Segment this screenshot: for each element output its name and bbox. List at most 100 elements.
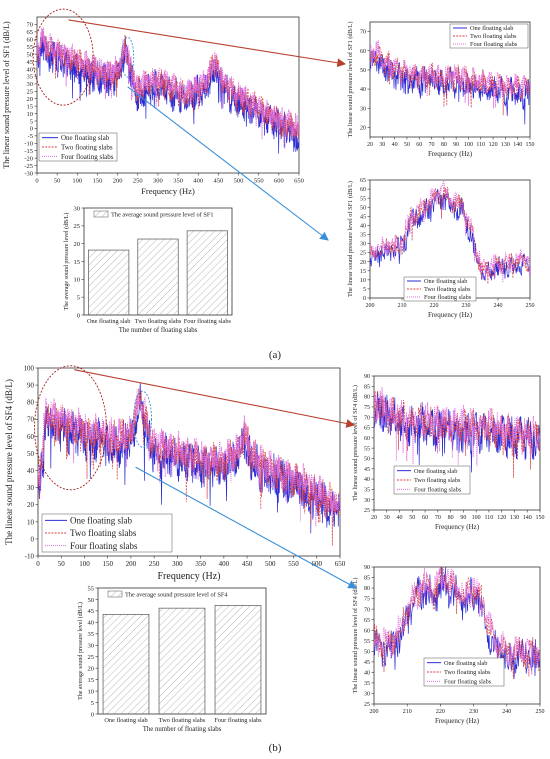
b-main-ytick-label: 30 bbox=[27, 484, 35, 492]
panel-label-a: (a) bbox=[269, 349, 282, 361]
a-bar-legend-swatch bbox=[93, 210, 109, 218]
a-zoom-low-legend-label: One floating slab bbox=[470, 25, 513, 32]
b-main-xtick-label: 0 bbox=[36, 560, 40, 568]
b-zoom-low-xtick-label: 50 bbox=[409, 515, 415, 521]
b-bar-ytick-label: 50 bbox=[88, 597, 95, 604]
a-zoom-low-xtick-label: 150 bbox=[526, 142, 535, 148]
b-zoom-low-ytick-label: 70 bbox=[364, 415, 370, 421]
a-main-ytick-label: 15 bbox=[27, 103, 34, 110]
b-main-ytick-label: -10 bbox=[25, 552, 35, 560]
a-zoom-high-ytick-label: 10 bbox=[360, 278, 366, 284]
a-zoom-low-xtick-label: 20 bbox=[367, 142, 373, 148]
a-main-ytick-label: 35 bbox=[27, 74, 34, 81]
b-zoom-low-xlabel: Frequency (Hz) bbox=[435, 523, 480, 531]
b-main-ytick-label: 50 bbox=[27, 450, 35, 458]
a-zoom-high-ytick-label: 65 bbox=[360, 178, 366, 184]
a-zoom-low-xtick-label: 40 bbox=[392, 142, 398, 148]
a-zoom-high-ytick-label: 40 bbox=[360, 223, 366, 229]
b-zoom-high-ytick-label: 40 bbox=[364, 670, 370, 676]
a-main-ytick-label: -5 bbox=[28, 133, 33, 140]
b-zoom-high-ytick-label: 25 bbox=[364, 702, 370, 708]
b-main-xtick-label: 300 bbox=[172, 560, 183, 568]
b-zoom-high-ytick-label: 65 bbox=[364, 618, 370, 624]
b-zoom-high-legend-label: Four floating slabs bbox=[444, 679, 492, 686]
b-main-ytick-label: 0 bbox=[31, 535, 35, 543]
b-bar-ytick-label: 0 bbox=[91, 711, 94, 718]
panel-label-b: (b) bbox=[269, 742, 282, 754]
b-zoom-low-ytick-label: 65 bbox=[364, 426, 370, 432]
a-bar-legend-label: The average sound pressure level of SF1 bbox=[111, 212, 213, 219]
b-bar-xlabel: The number of floating slabs bbox=[143, 726, 222, 733]
b-main-ytick-label: 10 bbox=[27, 518, 35, 526]
a-zoom-low-ytick-label: 30 bbox=[360, 106, 366, 112]
b-zoom-low-arrow bbox=[74, 369, 356, 428]
a-bar-ytick-label: 10 bbox=[74, 277, 81, 284]
b-zoom-high-ylabel: The linear sound pressure level of SF4 (… bbox=[352, 578, 359, 694]
b-zoom-high-ytick-label: 45 bbox=[364, 660, 370, 666]
b-bar-ytick-label: 30 bbox=[88, 643, 95, 650]
a-zoom-high-ytick-label: 0 bbox=[363, 296, 366, 302]
a-bar-category-label: One floating slab bbox=[87, 318, 130, 325]
a-main-ytick-label: 0 bbox=[30, 126, 33, 133]
b-zoom-high-ytick-label: 75 bbox=[364, 597, 370, 603]
b-zoom-low-xtick-label: 40 bbox=[397, 515, 403, 521]
b-main-ytick-label: 100 bbox=[24, 364, 35, 372]
a-main-xtick-label: 650 bbox=[294, 178, 304, 185]
b-high-freq-highlight bbox=[133, 390, 152, 448]
b-main-ytick-label: 40 bbox=[27, 467, 35, 475]
a-main-ytick-label: 45 bbox=[27, 59, 34, 66]
a-zoom-high-ytick-label: 60 bbox=[360, 187, 366, 193]
b-zoom-low-xtick-label: 60 bbox=[422, 515, 428, 521]
b-main-xtick-label: 350 bbox=[195, 560, 206, 568]
b-main-xtick-label: 200 bbox=[126, 560, 137, 568]
a-main-ytick-label: -30 bbox=[24, 170, 33, 177]
b-main-xtick-label: 500 bbox=[265, 560, 276, 568]
a-bar-ytick-label: 15 bbox=[74, 259, 81, 266]
b-bar-category-label: Two floating slabs bbox=[159, 717, 206, 724]
b-zoom-low-legend-label: Four floating slabs bbox=[414, 487, 462, 494]
b-zoom-high-ytick-label: 55 bbox=[364, 639, 370, 645]
a-bar-ytick-label: 20 bbox=[74, 241, 81, 248]
b-main-legend-label: One floating slab bbox=[70, 515, 132, 525]
b-zoom-high-series-line bbox=[374, 567, 540, 675]
b-zoom-low-xtick-label: 100 bbox=[472, 515, 481, 521]
b-zoom-low-xtick-label: 80 bbox=[448, 515, 454, 521]
b-zoom-low-ytick-label: 50 bbox=[364, 457, 370, 463]
a-zoom-low-xtick-label: 140 bbox=[513, 142, 522, 148]
a-main-xtick-label: 200 bbox=[113, 178, 123, 185]
b-zoom-low-xtick-label: 140 bbox=[523, 515, 532, 521]
b-zoom-low-ytick-label: 60 bbox=[364, 436, 370, 442]
b-zoom-low-ytick-label: 80 bbox=[364, 395, 370, 401]
a-zoom-high-series-group bbox=[370, 180, 530, 284]
a-zoom-low-series-line bbox=[370, 40, 530, 109]
b-main-xtick-label: 100 bbox=[79, 560, 90, 568]
b-zoom-low-xtick-label: 150 bbox=[536, 515, 545, 521]
a-main-plot-frame bbox=[36, 16, 300, 174]
b-bar-ytick-label: 20 bbox=[88, 665, 95, 672]
a-zoom-high-legend-label: Four floating slabs bbox=[424, 294, 472, 301]
a-zoom-low-xtick-label: 70 bbox=[429, 142, 435, 148]
a-main-ytick-label: -15 bbox=[24, 148, 33, 155]
a-bar-bar bbox=[137, 238, 179, 316]
a-main-ytick-label: -10 bbox=[24, 141, 33, 148]
b-zoom-high-legend-label: One floating slab bbox=[444, 660, 487, 667]
b-zoom-high-ytick-label: 30 bbox=[364, 692, 370, 698]
a-zoom-high-ytick-label: 20 bbox=[360, 260, 366, 266]
b-main-xtick-label: 250 bbox=[149, 560, 160, 568]
a-bar-xlabel: The number of floating slabs bbox=[119, 327, 198, 334]
b-bar-bar bbox=[102, 613, 150, 715]
a-zoom-high-ytick-label: 25 bbox=[360, 251, 366, 257]
b-zoom-low-ytick-label: 75 bbox=[364, 405, 370, 411]
a-zoom-high-ytick-label: 5 bbox=[363, 287, 366, 293]
a-main-ytick-label: 70 bbox=[27, 22, 34, 29]
b-bar-bar bbox=[214, 605, 262, 715]
b-zoom-high-series-line bbox=[374, 567, 540, 679]
b-zoom-high-ytick-label: 60 bbox=[364, 628, 370, 634]
a-bar-ytick-label: 25 bbox=[74, 223, 81, 230]
b-zoom-low-xtick-label: 130 bbox=[510, 515, 519, 521]
a-main-ytick-label: 20 bbox=[27, 96, 34, 103]
a-main-ytick-label: 40 bbox=[27, 66, 34, 73]
a-high-freq-highlight bbox=[121, 36, 135, 78]
a-zoom-low-ytick-label: 20 bbox=[360, 126, 366, 132]
a-zoom-high-ytick-label: 35 bbox=[360, 233, 366, 239]
